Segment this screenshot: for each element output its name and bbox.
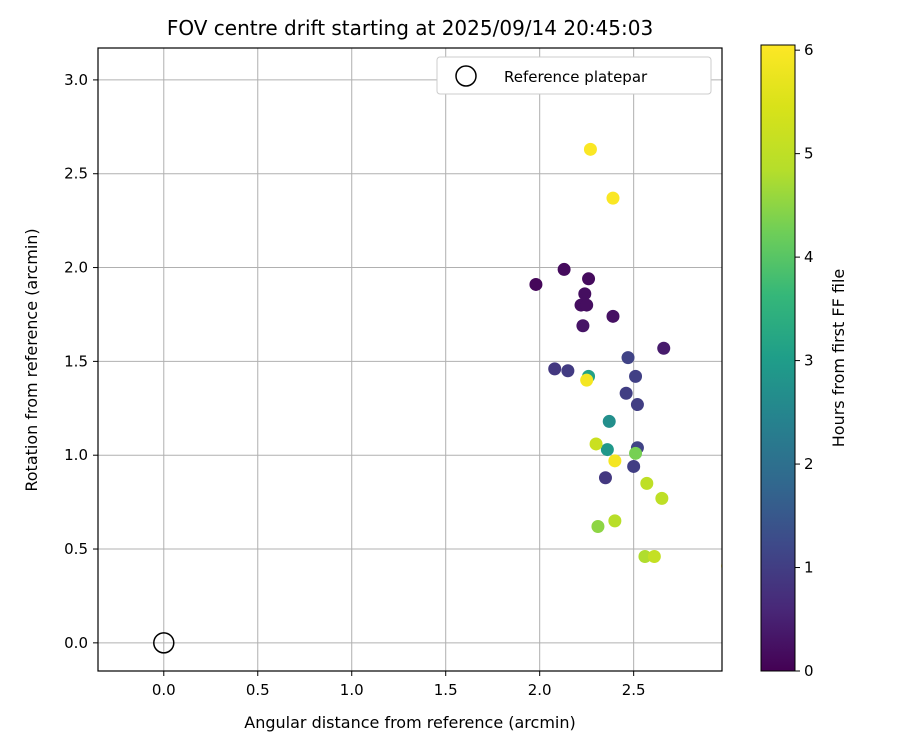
x-tick-label: 2.0	[528, 681, 552, 699]
reference-point	[153, 632, 175, 654]
data-point	[600, 443, 614, 457]
data-point	[557, 262, 571, 276]
data-point	[657, 341, 671, 355]
data-point	[608, 514, 622, 528]
colorbar-tick-label: 4	[804, 248, 814, 266]
y-tick-label: 2.0	[64, 259, 88, 277]
data-point	[548, 362, 562, 376]
y-tick-label: 1.5	[64, 352, 88, 370]
x-tick-label: 0.5	[246, 681, 270, 699]
y-tick-label: 0.0	[64, 634, 88, 652]
y-tick-label: 1.0	[64, 446, 88, 464]
data-point	[576, 319, 590, 333]
data-point	[721, 562, 722, 570]
colorbar: 0 1 2 3 4 5 6 Hours from first FF file	[760, 41, 848, 680]
data-point	[602, 414, 616, 428]
x-tick-label: 1.0	[340, 681, 364, 699]
data-point	[606, 191, 620, 205]
x-tick-label: 1.5	[434, 681, 458, 699]
data-point	[580, 373, 594, 387]
colorbar-label: Hours from first FF file	[829, 269, 848, 448]
data-point	[655, 491, 669, 505]
legend-box	[436, 56, 712, 95]
y-tick-label: 3.0	[64, 71, 88, 89]
x-axis-label: Angular distance from reference (arcmin)	[244, 713, 575, 732]
data-point	[608, 454, 622, 468]
data-point	[582, 272, 596, 286]
data-point	[630, 398, 644, 412]
data-point	[647, 550, 661, 564]
data-point	[583, 142, 597, 156]
data-point	[638, 550, 652, 564]
colorbar-tick-label: 1	[804, 559, 814, 577]
data-point	[640, 476, 654, 490]
colorbar-ticks: 0 1 2 3 4 5 6	[795, 41, 814, 680]
legend-entry-reference: Reference platepar	[504, 68, 648, 86]
data-point	[529, 277, 543, 291]
data-point	[619, 386, 633, 400]
reference-platepar-marker	[153, 632, 175, 654]
data-point	[578, 287, 592, 301]
data-point	[606, 309, 620, 323]
legend: Reference platepar	[436, 56, 712, 95]
scatter-points	[529, 142, 722, 570]
colorbar-gradient	[760, 44, 796, 672]
colorbar-tick-label: 2	[804, 455, 814, 473]
colorbar-tick-label: 0	[804, 662, 814, 680]
y-axis-label: Rotation from reference (arcmin)	[22, 228, 41, 491]
colorbar-tick-label: 6	[804, 41, 814, 59]
plot-frame	[97, 47, 723, 672]
colorbar-tick-label: 3	[804, 352, 814, 370]
data-point	[561, 364, 575, 378]
x-axis-ticks: 0.0 0.5 1.0 1.5 2.0 2.5	[152, 671, 646, 699]
colorbar-tick-label: 5	[804, 145, 814, 163]
legend-reference-marker	[455, 65, 477, 87]
y-tick-label: 2.5	[64, 165, 88, 183]
data-point	[598, 471, 612, 485]
y-tick-label: 0.5	[64, 540, 88, 558]
data-point	[627, 459, 641, 473]
data-point	[580, 298, 594, 312]
data-point	[629, 446, 643, 460]
x-tick-label: 0.0	[152, 681, 176, 699]
data-point	[629, 369, 643, 383]
chart-title: FOV centre drift starting at 2025/09/14 …	[167, 16, 653, 40]
data-point	[621, 351, 635, 365]
data-point	[591, 520, 605, 534]
data-point	[589, 437, 603, 451]
x-tick-label: 2.5	[622, 681, 646, 699]
y-axis-ticks: 0.0 0.5 1.0 1.5 2.0 2.5 3.0	[64, 71, 98, 652]
